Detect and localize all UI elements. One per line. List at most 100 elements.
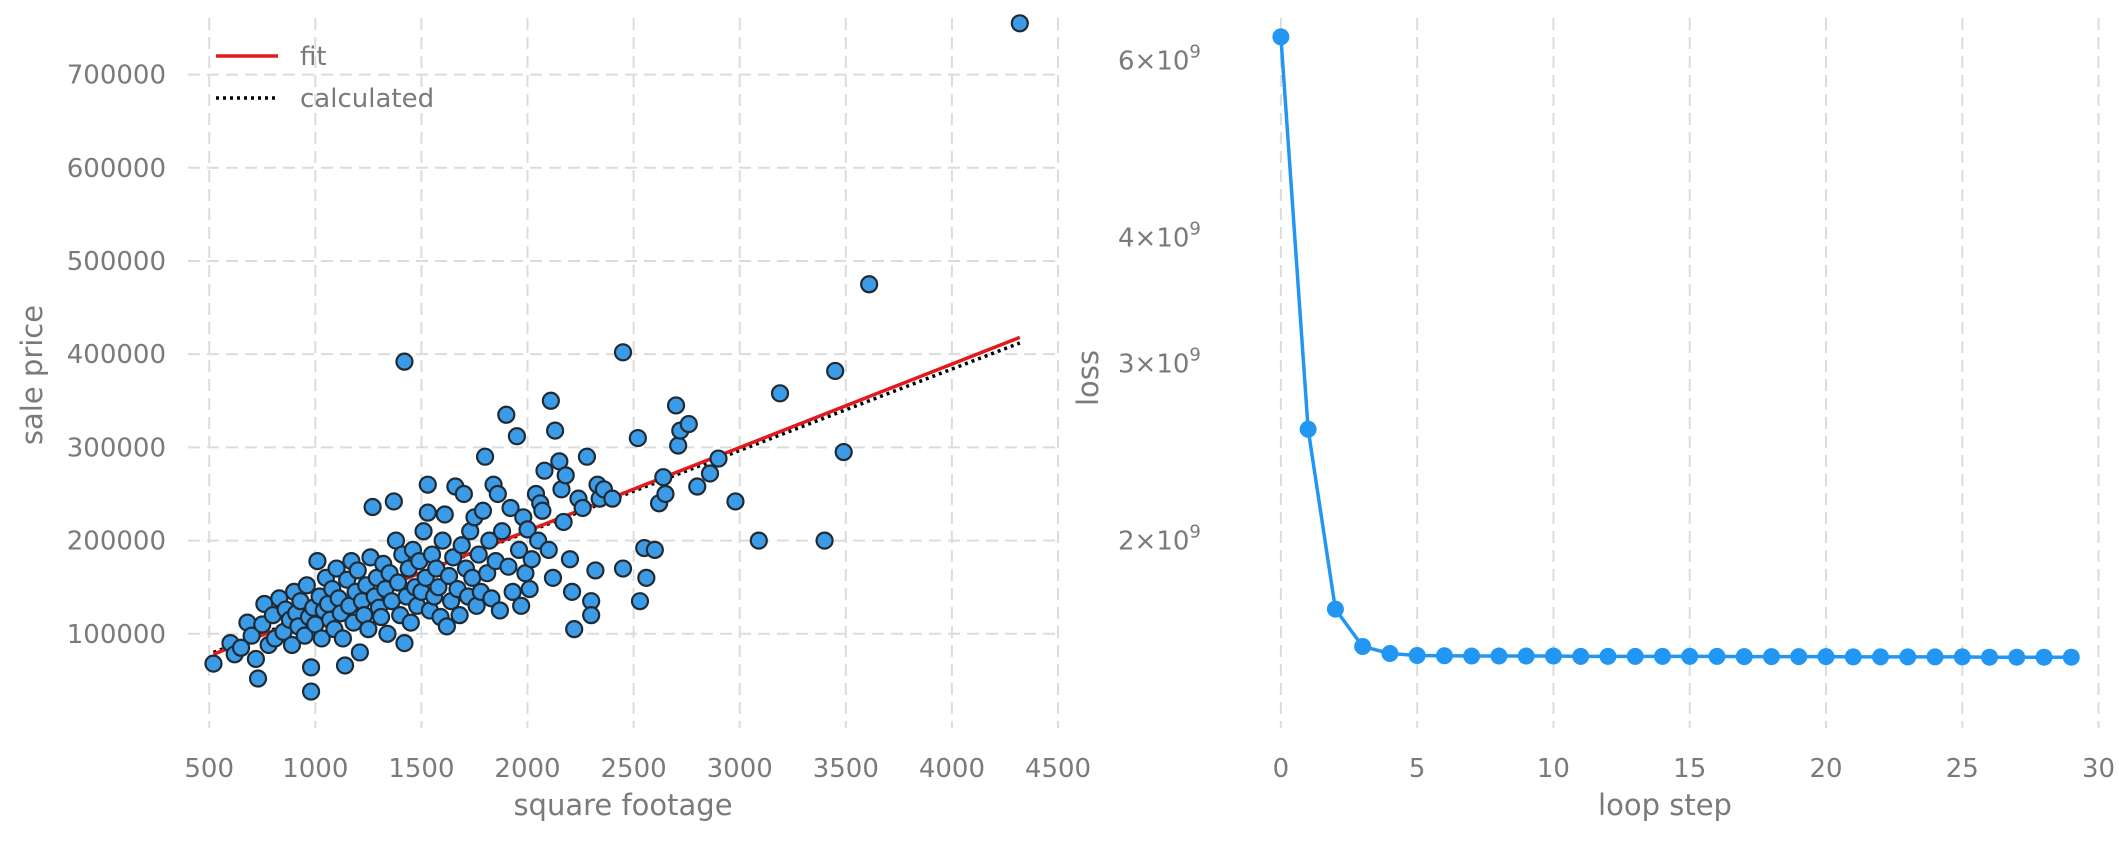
scatter-point: [860, 275, 879, 294]
scatter-point: [645, 540, 664, 560]
loss-grid: [1279, 18, 2100, 728]
loss-point: [1517, 647, 1535, 665]
loss-point: [1354, 637, 1372, 655]
scatter-point: [603, 489, 622, 508]
scatter-point: [679, 414, 698, 434]
scatter-point: [297, 576, 316, 595]
loss-chart: 0 5 10 15 20 25 30 2×109 3×109 4×109 6×109 loop st…: [1071, 18, 2115, 822]
scatter-point: [371, 607, 391, 627]
x-tick-label: 15: [1673, 754, 1706, 784]
loss-point: [1653, 647, 1671, 665]
scatter-point: [473, 501, 493, 520]
scatter-point: [539, 540, 558, 560]
scatter-point: [630, 592, 650, 611]
scatter-point: [348, 561, 367, 580]
loss-point: [2062, 648, 2080, 666]
x-tick-label: 3000: [707, 754, 773, 784]
scatter-point: [295, 626, 314, 645]
scatter-point: [301, 682, 321, 701]
scatter-point: [586, 561, 605, 580]
scatter-point: [418, 503, 437, 522]
scatter-point: [628, 428, 647, 448]
scatter-point: [573, 498, 592, 518]
scatter-point: [492, 522, 512, 541]
loss-point: [1544, 647, 1562, 665]
x-tick-label: 1500: [388, 754, 454, 784]
loss-point: [1408, 646, 1426, 664]
scatter-point: [613, 559, 633, 578]
y-tick-label: 6×109: [1118, 41, 1201, 76]
y-tick-label: 400000: [67, 340, 166, 370]
scatter-point: [613, 343, 633, 362]
scatter-point: [488, 484, 507, 504]
x-tick-label: 10: [1537, 754, 1570, 784]
loss-point: [1463, 647, 1481, 665]
scatter-tick-labels: 500 1000 1500 2000 2500 3000 3500 4000 4500 10000…: [67, 61, 1091, 784]
loss-point: [1299, 420, 1317, 438]
y-tick-label: 2×109: [1118, 522, 1201, 557]
scatter-point: [509, 540, 529, 560]
scatter-point: [669, 436, 688, 455]
loss-point: [2035, 648, 2053, 666]
scatter-point: [482, 589, 501, 608]
scatter-point: [654, 468, 673, 487]
scatter-point: [637, 568, 656, 587]
scatter-point: [359, 620, 378, 639]
scatter-point: [501, 498, 520, 518]
scatter-point: [518, 520, 537, 539]
scatter-point: [480, 531, 499, 550]
loss-point: [1272, 28, 1290, 46]
scatter-point: [688, 477, 707, 496]
scatter-point: [437, 617, 456, 636]
scatter-point: [490, 601, 510, 620]
x-tick-label: 0: [1273, 754, 1290, 784]
scatter-point: [541, 391, 560, 410]
scatter-point: [533, 501, 552, 520]
loss-series: [1272, 28, 2080, 666]
x-tick-label: 2000: [494, 754, 560, 784]
scatter-point: [503, 582, 522, 601]
scatter-point: [582, 606, 601, 625]
scatter-point: [231, 638, 251, 657]
legend: fit calculated: [216, 42, 434, 114]
scatter-point: [475, 447, 495, 466]
x-tick-label: 5: [1409, 754, 1426, 784]
scatter-point: [535, 461, 554, 480]
scatter-point: [242, 626, 261, 645]
loss-tick-labels: 0 5 10 15 20 25 30 2×109 3×109 4×109 6×109: [1118, 41, 2115, 784]
loss-point: [1435, 647, 1453, 665]
scatter-point: [770, 384, 790, 403]
loss-point: [1953, 648, 1971, 666]
scatter-point: [522, 550, 541, 569]
loss-point: [1899, 648, 1917, 666]
scatter-point: [815, 531, 834, 550]
scatter-point: [335, 656, 355, 675]
scatter-point: [418, 475, 437, 494]
loss-point: [1599, 647, 1617, 665]
y-tick-label: 300000: [67, 433, 166, 463]
loss-point: [1981, 648, 1999, 666]
scatter-point: [282, 635, 302, 655]
x-tick-label: 30: [2082, 754, 2115, 784]
scatter-point: [726, 492, 745, 511]
scatter-point: [327, 559, 346, 578]
loss-point: [1572, 647, 1590, 665]
scatter-point: [333, 629, 353, 648]
scatter-point: [301, 658, 321, 677]
x-tick-label: 3500: [813, 754, 879, 784]
loss-point: [1681, 647, 1699, 665]
scatter-point: [469, 545, 488, 564]
loss-point: [1926, 648, 1944, 666]
y-tick-label: 700000: [67, 61, 166, 91]
x-tick-label: 20: [1809, 754, 1842, 784]
scatter-point: [656, 484, 675, 504]
loss-point: [1844, 648, 1862, 666]
scatter-point: [565, 620, 584, 639]
loss-point: [1817, 648, 1835, 666]
scatter-point: [439, 566, 459, 586]
loss-point: [1735, 648, 1753, 666]
scatter-point: [395, 352, 414, 371]
scatter-point: [452, 536, 471, 555]
scatter-point: [450, 606, 469, 625]
